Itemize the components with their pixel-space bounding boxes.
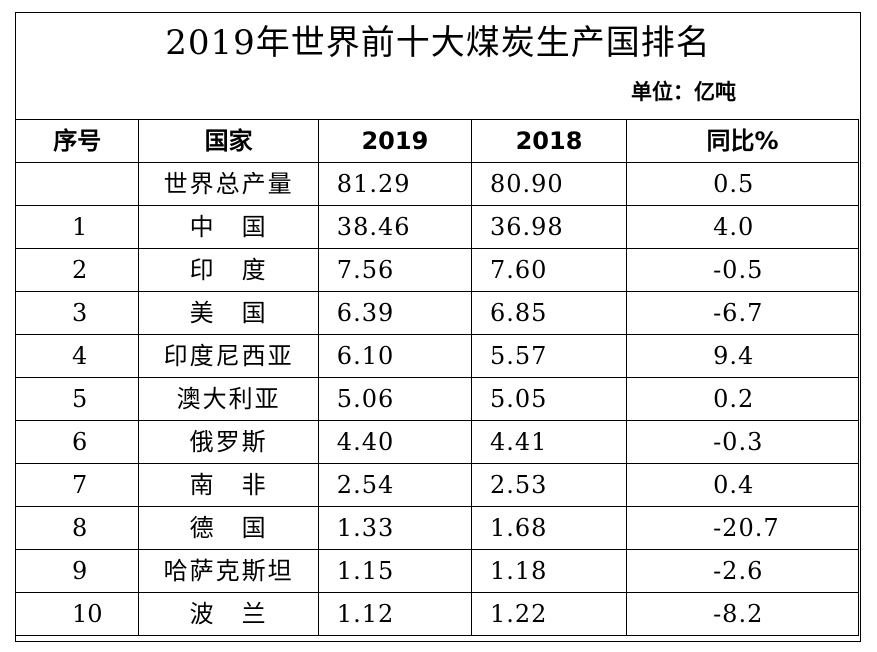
table-row: 世界总产量 81.29 80.90 0.5 — [14, 162, 859, 206]
row-index: 10 — [14, 592, 140, 636]
header-2019: 2019 — [317, 119, 472, 163]
table-row: 1 中 国 38.46 36.98 4.0 — [14, 205, 859, 249]
row-2018-value: 5.57 — [470, 334, 628, 378]
unit-label: 单位：亿吨 — [631, 80, 736, 104]
table-row: 9 哈萨克斯坦 1.15 1.18 -2.6 — [14, 549, 859, 593]
coal-ranking-sheet: 2019年世界前十大煤炭生产国排名 单位：亿吨 序号 国家 2019 2018 … — [14, 12, 861, 642]
row-2019-value: 2.54 — [317, 463, 472, 507]
row-country: 美 国 — [138, 291, 319, 335]
header-row: 序号 国家 2019 2018 同比% — [14, 119, 859, 163]
row-index: 7 — [14, 463, 140, 507]
row-index: 4 — [14, 334, 140, 378]
header-index: 序号 — [14, 119, 140, 163]
row-2018-value: 80.90 — [470, 162, 628, 206]
header-2018: 2018 — [470, 119, 628, 163]
row-2018-value: 1.18 — [470, 549, 628, 593]
table-row: 10 波 兰 1.12 1.22 -8.2 — [14, 592, 859, 636]
row-2018-value: 6.85 — [470, 291, 628, 335]
header-yoy: 同比% — [626, 119, 859, 163]
row-country: 印度尼西亚 — [138, 334, 319, 378]
row-2019-value: 1.12 — [317, 592, 472, 636]
row-2019-value: 1.15 — [317, 549, 472, 593]
row-country: 澳大利亚 — [138, 377, 319, 421]
row-2019-value: 6.10 — [317, 334, 472, 378]
table-row: 3 美 国 6.39 6.85 -6.7 — [14, 291, 859, 335]
row-2018-value: 2.53 — [470, 463, 628, 507]
row-2019-value: 5.06 — [317, 377, 472, 421]
row-2018-value: 5.05 — [470, 377, 628, 421]
row-index: 2 — [14, 248, 140, 292]
row-index: 3 — [14, 291, 140, 335]
row-2018-value: 4.41 — [470, 420, 628, 464]
header-country: 国家 — [138, 119, 319, 163]
table-row: 4 印度尼西亚 6.10 5.57 9.4 — [14, 334, 859, 378]
row-index: 5 — [14, 377, 140, 421]
table-title: 2019年世界前十大煤炭生产国排名 — [165, 23, 711, 63]
row-2019-value: 6.39 — [317, 291, 472, 335]
row-2018-value: 7.60 — [470, 248, 628, 292]
row-2019-value: 7.56 — [317, 248, 472, 292]
row-2018-value: 36.98 — [470, 205, 628, 249]
row-2018-value: 1.22 — [470, 592, 628, 636]
row-yoy-value: -8.2 — [626, 592, 859, 636]
table-row: 5 澳大利亚 5.06 5.05 0.2 — [14, 377, 859, 421]
row-yoy-value: 0.2 — [626, 377, 859, 421]
row-country: 世界总产量 — [138, 162, 319, 206]
table-row: 8 德 国 1.33 1.68 -20.7 — [14, 506, 859, 550]
row-2019-value: 38.46 — [317, 205, 472, 249]
row-yoy-value: 0.4 — [626, 463, 859, 507]
row-yoy-value: 4.0 — [626, 205, 859, 249]
table-row: 2 印 度 7.56 7.60 -0.5 — [14, 248, 859, 292]
row-country: 南 非 — [138, 463, 319, 507]
row-yoy-value: -0.3 — [626, 420, 859, 464]
row-yoy-value: -6.7 — [626, 291, 859, 335]
row-yoy-value: -2.6 — [626, 549, 859, 593]
row-country: 波 兰 — [138, 592, 319, 636]
row-2018-value: 1.68 — [470, 506, 628, 550]
row-index: 6 — [14, 420, 140, 464]
table-row: 7 南 非 2.54 2.53 0.4 — [14, 463, 859, 507]
row-country: 俄罗斯 — [138, 420, 319, 464]
row-2019-value: 81.29 — [317, 162, 472, 206]
row-country: 德 国 — [138, 506, 319, 550]
row-index: 9 — [14, 549, 140, 593]
row-2019-value: 1.33 — [317, 506, 472, 550]
ranking-table: 序号 国家 2019 2018 同比% 世界总产量 81.29 80.90 0.… — [14, 119, 859, 636]
row-country: 中 国 — [138, 205, 319, 249]
row-yoy-value: 0.5 — [626, 162, 859, 206]
row-index — [14, 162, 140, 206]
row-index: 8 — [14, 506, 140, 550]
row-country: 印 度 — [138, 248, 319, 292]
row-yoy-value: -0.5 — [626, 248, 859, 292]
row-yoy-value: -20.7 — [626, 506, 859, 550]
row-yoy-value: 9.4 — [626, 334, 859, 378]
row-2019-value: 4.40 — [317, 420, 472, 464]
row-index: 1 — [14, 205, 140, 249]
row-country: 哈萨克斯坦 — [138, 549, 319, 593]
table-row: 6 俄罗斯 4.40 4.41 -0.3 — [14, 420, 859, 464]
